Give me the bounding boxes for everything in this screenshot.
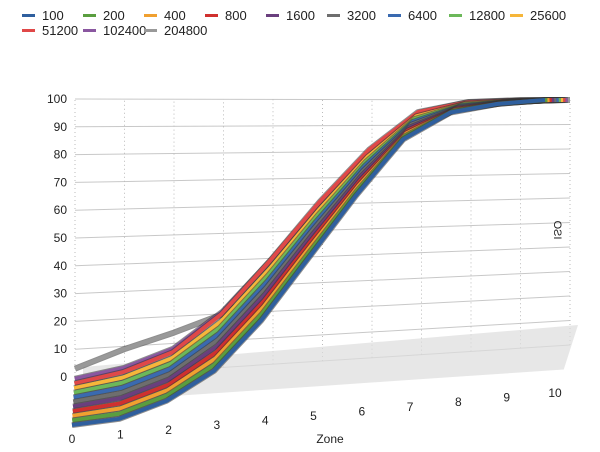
x-tick-label: 2 (165, 423, 172, 437)
legend-item[interactable]: 200 (83, 8, 125, 23)
legend-item[interactable]: 51200 (22, 23, 78, 38)
legend-label: 204800 (164, 23, 208, 38)
legend-item[interactable]: 204800 (144, 23, 207, 38)
y-tick-label: 80 (54, 148, 68, 162)
y-tick-label: 20 (54, 314, 68, 328)
legend-label: 400 (164, 8, 186, 23)
floor-shadow (83, 325, 578, 403)
legend-swatch (22, 29, 35, 32)
legend-swatch (388, 14, 401, 17)
x-tick-label: 10 (548, 386, 562, 400)
series-line-100 (71, 98, 546, 428)
legend-swatch (449, 14, 462, 17)
y-tick-label: 60 (54, 203, 68, 217)
y-tick-label: 70 (54, 175, 68, 189)
gridline-y (74, 148, 571, 156)
legend-swatch (83, 29, 96, 32)
x-axis-label: Zone (316, 432, 344, 446)
legend-label: 800 (225, 8, 247, 23)
legend-item[interactable]: 1600 (266, 8, 315, 23)
legend-swatch (510, 14, 523, 17)
gridline-y (74, 124, 571, 128)
legend-label: 51200 (42, 23, 79, 38)
legend-item[interactable]: 12800 (449, 8, 505, 23)
gridline-y (74, 173, 571, 183)
x-tick-label: 1 (117, 427, 124, 441)
y-tick-label: 90 (54, 120, 68, 134)
legend-label: 200 (103, 8, 125, 23)
x-tick-label: 6 (358, 404, 365, 418)
legend-swatch (205, 14, 218, 17)
y-tick-label: 40 (54, 259, 68, 273)
legend-item[interactable]: 400 (144, 8, 186, 23)
legend-swatch (144, 14, 157, 17)
y-tick-label: 30 (54, 287, 68, 301)
legend-item[interactable]: 102400 (83, 23, 146, 38)
legend-swatch (266, 14, 279, 17)
legend-label: 12800 (469, 8, 506, 23)
x-tick-label: 4 (262, 414, 269, 428)
x-tick-label: 3 (214, 418, 221, 432)
legend-item[interactable]: 100 (22, 8, 64, 23)
x-tick-label: 9 (503, 391, 510, 405)
gridline-y (74, 271, 571, 295)
legend-label: 100 (42, 8, 64, 23)
legend-label: 102400 (103, 23, 147, 38)
gridline-y (74, 320, 571, 350)
z-axis-label: ISO (551, 220, 563, 239)
y-tick-label: 100 (47, 92, 67, 106)
legend-swatch (327, 14, 340, 17)
legend-item[interactable]: 25600 (510, 8, 566, 23)
legend-item[interactable]: 3200 (327, 8, 376, 23)
y-tick-label: 0 (60, 370, 67, 384)
y-tick-label: 50 (54, 231, 68, 245)
legend-label: 25600 (530, 8, 567, 23)
x-tick-label: 5 (310, 409, 317, 423)
legend-item[interactable]: 6400 (388, 8, 437, 23)
x-tick-label: 7 (407, 400, 414, 414)
legend-swatch (22, 14, 35, 17)
legend-label: 1600 (286, 8, 315, 23)
legend-label: 3200 (347, 8, 376, 23)
legend-swatch (83, 14, 96, 17)
x-tick-label: 0 (69, 432, 76, 446)
legend-item[interactable]: 800 (205, 8, 247, 23)
legend-swatch (144, 29, 157, 32)
y-tick-label: 10 (54, 342, 68, 356)
legend-label: 6400 (408, 8, 437, 23)
x-tick-label: 8 (455, 395, 462, 409)
